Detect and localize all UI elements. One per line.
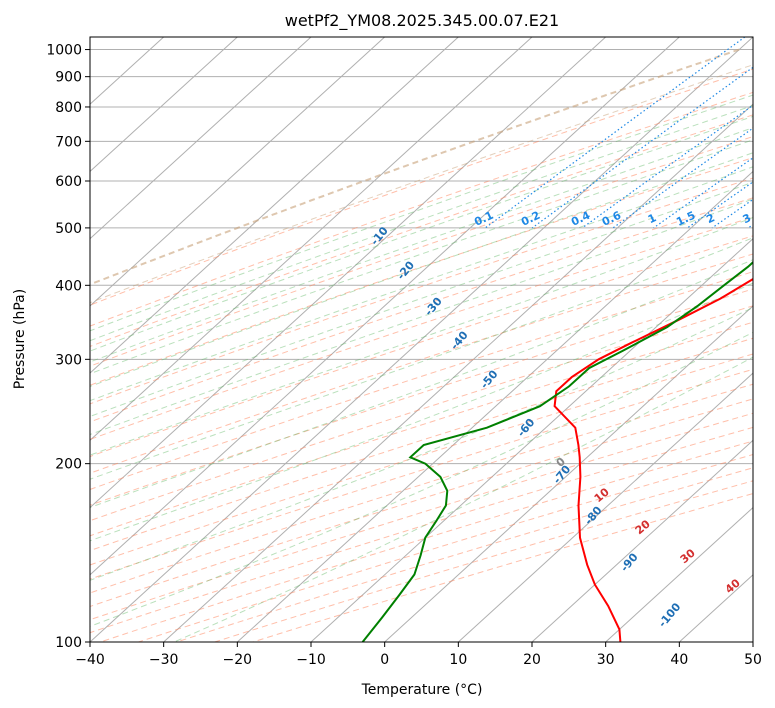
x-tick-label: −20 [223, 652, 253, 668]
x-tick-label: 30 [597, 652, 615, 668]
x-tick-label: 10 [449, 652, 467, 668]
x-tick-label: 20 [523, 652, 541, 668]
isotherm-line [90, 37, 238, 173]
dry-adiabat-line [90, 177, 753, 405]
moist-adiabat-line [90, 216, 753, 456]
isotherm-line [90, 37, 680, 576]
moist-adiabat-label: 40 [723, 576, 743, 596]
moist-adiabat-line [90, 237, 753, 480]
x-tick-label: 50 [744, 652, 762, 668]
y-tick-label: 500 [55, 221, 82, 237]
y-tick-label: 400 [55, 278, 82, 294]
dry-adiabat-line [100, 440, 753, 642]
dry-adiabat-line [90, 398, 753, 608]
isotherm-line [90, 37, 533, 442]
dry-adiabat-label: -50 [478, 367, 501, 391]
y-tick-label: 700 [55, 134, 82, 150]
dry-adiabat-line [90, 216, 753, 440]
x-tick-label: −10 [296, 652, 326, 668]
y-tick-label: 600 [55, 174, 82, 190]
isotherm-line [384, 305, 753, 642]
moist-adiabat-line [90, 127, 753, 363]
dry-adiabat-line [90, 271, 753, 490]
mixing-ratio-label: 0.4 [569, 209, 592, 229]
mixing-ratio-label: 3 [741, 211, 753, 226]
moist-adiabat-line [90, 64, 753, 304]
dry-adiabat-label: -60 [515, 416, 538, 440]
isotherm-line [90, 37, 459, 374]
isotherm-line [457, 372, 753, 642]
mixing-ratio-line [653, 157, 753, 229]
moist-adiabat-line [90, 115, 753, 352]
moist-adiabat-line [90, 282, 753, 542]
moist-adiabat-line [90, 259, 753, 509]
x-tick-label: 0 [380, 652, 389, 668]
isotherm-line [752, 641, 753, 642]
dry-adiabat-line [90, 368, 753, 580]
mixing-ratio-line [687, 181, 753, 229]
moist-adiabat-label: 10 [592, 485, 612, 505]
x-tick-label: −30 [149, 652, 179, 668]
mixing-ratio-label: 4 [767, 211, 775, 226]
y-tick-label: 300 [55, 352, 82, 368]
y-tick-label: 100 [55, 635, 82, 651]
dry-adiabat-label: -30 [422, 295, 445, 319]
moist-adiabat-line [90, 139, 753, 375]
isotherm-line [90, 37, 312, 240]
dry-adiabat-label: -90 [618, 550, 641, 574]
moist-adiabat-line [90, 181, 753, 417]
moist-adiabat-line [90, 166, 753, 402]
plot-area: 0.10.20.40.611.52346810131620253036-100-… [90, 37, 775, 642]
y-tick-label: 200 [55, 457, 82, 473]
isotherm-line [90, 37, 607, 509]
dry-adiabat-line [90, 337, 753, 552]
dry-adiabat-line [90, 353, 753, 566]
mixing-ratio-label: 2 [704, 211, 716, 226]
chart-title: wetPf2_YM08.2025.345.00.07.E21 [285, 11, 559, 31]
x-axis-label: Temperature (°C) [361, 682, 483, 698]
moist-adiabat-line [90, 94, 753, 332]
dry-adiabat-line [90, 114, 753, 347]
moist-adiabat-line [90, 48, 740, 286]
mixing-ratio-line [531, 66, 753, 229]
dry-adiabat-line [90, 136, 753, 367]
moist-adiabat-line [90, 152, 753, 388]
isotherm-line [90, 37, 753, 642]
moist-adiabat-line [90, 331, 753, 627]
moist-adiabat-label: 30 [678, 546, 698, 566]
dry-adiabat-line [90, 235, 753, 458]
y-tick-label: 900 [55, 70, 82, 86]
dry-adiabat-line [90, 253, 753, 474]
y-tick-label: 800 [55, 100, 82, 116]
isotherm-line [605, 506, 753, 642]
moist-adiabat-line [90, 105, 753, 342]
dry-adiabat-line [90, 157, 753, 386]
x-tick-label: 40 [670, 652, 688, 668]
x-tick-label: −40 [75, 652, 105, 668]
mixing-ratio-line [581, 104, 753, 229]
mixing-ratio-line [484, 37, 746, 229]
mixing-ratio-line [747, 223, 753, 229]
mixing-ratio-label: 0.2 [519, 209, 542, 229]
dry-adiabat-line [90, 383, 753, 594]
moist-adiabat-line [90, 307, 753, 581]
dry-adiabat-line [90, 197, 753, 423]
mixing-ratio-label: 0.1 [472, 209, 495, 229]
moist-adiabat-line [90, 198, 753, 436]
dry-adiabat-line [176, 467, 753, 642]
dry-adiabat-line [214, 480, 753, 642]
isotherm-line [163, 103, 753, 642]
y-axis-label: Pressure (hPa) [12, 289, 28, 389]
mixing-ratio-label: 1 [646, 211, 658, 226]
isotherm-line [90, 37, 386, 307]
dry-adiabat-line [90, 412, 753, 621]
isotherm-line [531, 439, 753, 642]
plot-frame [89, 36, 754, 643]
dry-adiabat-label: -100 [656, 600, 684, 630]
isotherm-line [236, 170, 753, 642]
y-tick-label: 1000 [46, 43, 82, 59]
dry-adiabat-line [252, 493, 753, 642]
